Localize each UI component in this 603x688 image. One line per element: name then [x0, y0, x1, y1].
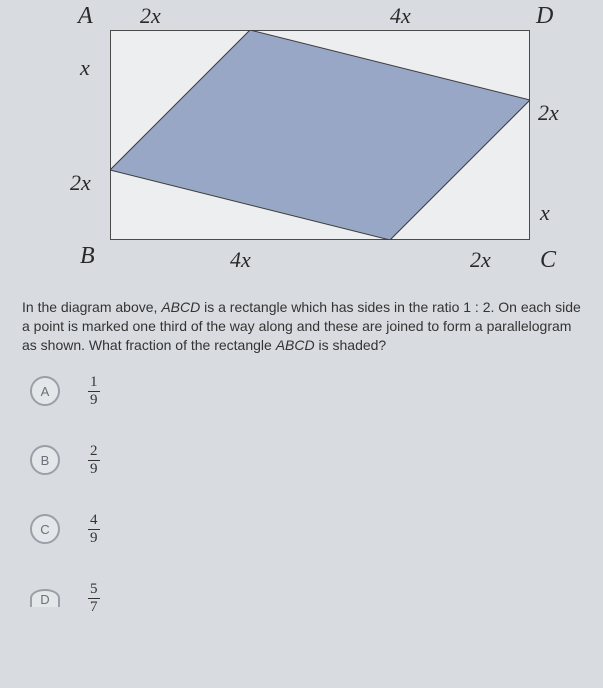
label-bottom-left: 4x: [230, 247, 251, 273]
question-suffix: is shaded?: [315, 337, 387, 353]
option-b-circle: B: [30, 445, 60, 475]
option-c-num: 4: [88, 513, 100, 528]
question-abcd-2: ABCD: [276, 337, 315, 353]
corner-a: A: [78, 3, 93, 30]
option-c-fraction: 4 9: [88, 513, 100, 546]
corner-c: C: [540, 247, 556, 274]
option-b[interactable]: B 2 9: [30, 444, 603, 477]
option-c-circle: C: [30, 514, 60, 544]
parallelogram-polygon: [110, 30, 530, 240]
option-a-den: 9: [88, 393, 100, 408]
label-left-bottom: 2x: [70, 170, 91, 196]
option-c[interactable]: C 4 9: [30, 513, 603, 546]
option-b-fraction: 2 9: [88, 444, 100, 477]
option-a-num: 1: [88, 375, 100, 390]
label-left-top: x: [80, 55, 90, 81]
option-d-num: 5: [88, 582, 100, 597]
option-a[interactable]: A 1 9: [30, 375, 603, 408]
option-b-num: 2: [88, 444, 100, 459]
parallelogram-shaded: [110, 30, 530, 240]
label-right-top: 2x: [538, 100, 559, 126]
option-a-circle: A: [30, 376, 60, 406]
label-top-right: 4x: [390, 3, 411, 29]
option-d-fraction: 5 7: [88, 582, 100, 615]
option-d[interactable]: D 5 7: [30, 582, 603, 615]
question-prefix: In the diagram above,: [22, 299, 161, 315]
option-d-circle: D: [30, 589, 60, 607]
label-bottom-right: 2x: [470, 247, 491, 273]
option-a-fraction: 1 9: [88, 375, 100, 408]
corner-d: D: [536, 3, 553, 30]
option-b-den: 9: [88, 462, 100, 477]
question-text: In the diagram above, ABCD is a rectangl…: [0, 290, 603, 375]
option-d-den: 7: [88, 600, 100, 615]
corner-b: B: [80, 243, 95, 270]
options-list: A 1 9 B 2 9 C 4 9 D 5 7: [0, 375, 603, 615]
option-c-den: 9: [88, 531, 100, 546]
diagram-area: A D B C 2x 4x x 2x 2x x 4x 2x: [0, 0, 603, 290]
label-top-left: 2x: [140, 3, 161, 29]
question-abcd-1: ABCD: [161, 299, 200, 315]
label-right-bottom: x: [540, 200, 550, 226]
